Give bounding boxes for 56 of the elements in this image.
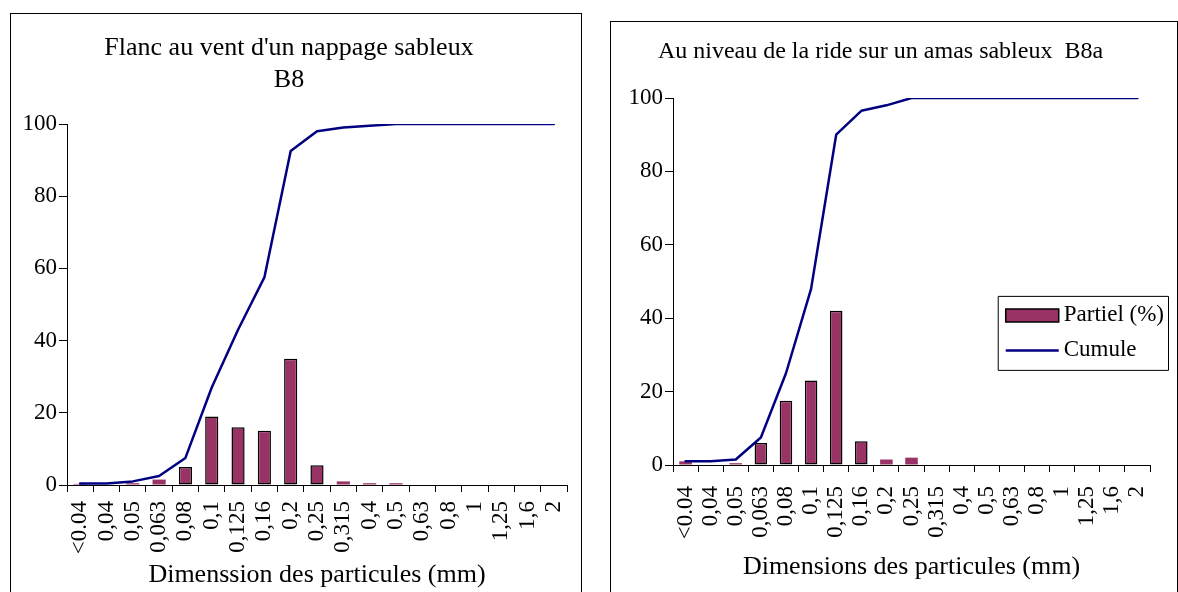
x-tick-label: 0,4 [947,485,973,515]
x-tick-label: 0,1 [797,486,823,515]
chart-title: Au niveau de la ride sur un amas sableux B8a [657,37,1104,64]
y-tick-label: 80 [640,157,663,183]
legend-label: Partiel (%) [1063,301,1164,327]
x-axis-title: Dimenssion des particules (mm) [148,559,486,589]
x-tick-label: 0,125 [224,501,250,553]
x-tick-label: <0.04 [671,485,697,540]
x-axis-title: Dimensions des particules (mm) [742,551,1081,581]
x-tick-label: 2 [539,501,565,513]
x-tick-label: 0,16 [847,486,873,527]
x-tick-label: 0,04 [696,485,722,527]
y-tick-label: 40 [34,326,57,352]
y-tick-label: 60 [34,254,57,280]
x-tick-label: 0,063 [145,501,171,553]
x-tick-label: 0,1 [197,501,223,530]
x-tick-label: 0,4 [355,500,381,530]
x-tick-label: 1 [460,501,486,513]
x-tick-label: 0,063 [746,486,772,538]
legend-label: Cumule [1063,336,1137,362]
y-tick-label: 0 [651,451,663,477]
x-tick-label: 2 [1123,486,1149,498]
x-tick-label: 0,2 [276,501,302,530]
x-tick-label: 0,8 [1023,486,1049,515]
x-tick-label: 0,05 [118,501,144,542]
x-tick-label: 0,315 [922,486,948,538]
x-tick-label: 0,2 [872,486,898,515]
x-tick-label: 0,25 [303,501,329,542]
x-tick-label: 0,63 [997,486,1023,527]
x-tick-label: 1,25 [1073,486,1099,527]
y-tick-label: 40 [640,304,663,330]
x-tick-label: 1,25 [487,501,513,542]
x-tick-label: 0,63 [408,501,434,542]
x-tick-label: 1,6 [513,501,539,530]
y-tick-label: 60 [640,230,663,256]
x-tick-label: 0,8 [434,501,460,530]
y-tick-label: 100 [22,110,57,136]
x-tick-label: 0,315 [329,501,355,553]
y-tick-label: 0 [45,471,57,497]
x-tick-label: <0.04 [66,500,92,555]
x-tick-label: 0,04 [92,500,118,542]
x-tick-label: 0,5 [972,486,998,515]
x-tick-label: 0,08 [772,486,798,527]
x-tick-label: 1,6 [1098,486,1124,515]
x-tick-label: 0,16 [250,501,276,542]
y-tick-label: 80 [34,182,57,208]
x-tick-label: 0,125 [822,486,848,538]
x-tick-label: 0,25 [897,486,923,527]
x-tick-label: 0,5 [381,501,407,530]
x-tick-label: 0,05 [721,486,747,527]
y-tick-label: 20 [640,377,663,403]
y-tick-label: 100 [628,84,663,110]
x-tick-label: 1 [1048,486,1074,498]
x-tick-label: 0,08 [171,501,197,542]
y-tick-label: 20 [34,398,57,424]
chart-title: Flanc au vent d'un nappage sableux B8 [104,31,474,93]
